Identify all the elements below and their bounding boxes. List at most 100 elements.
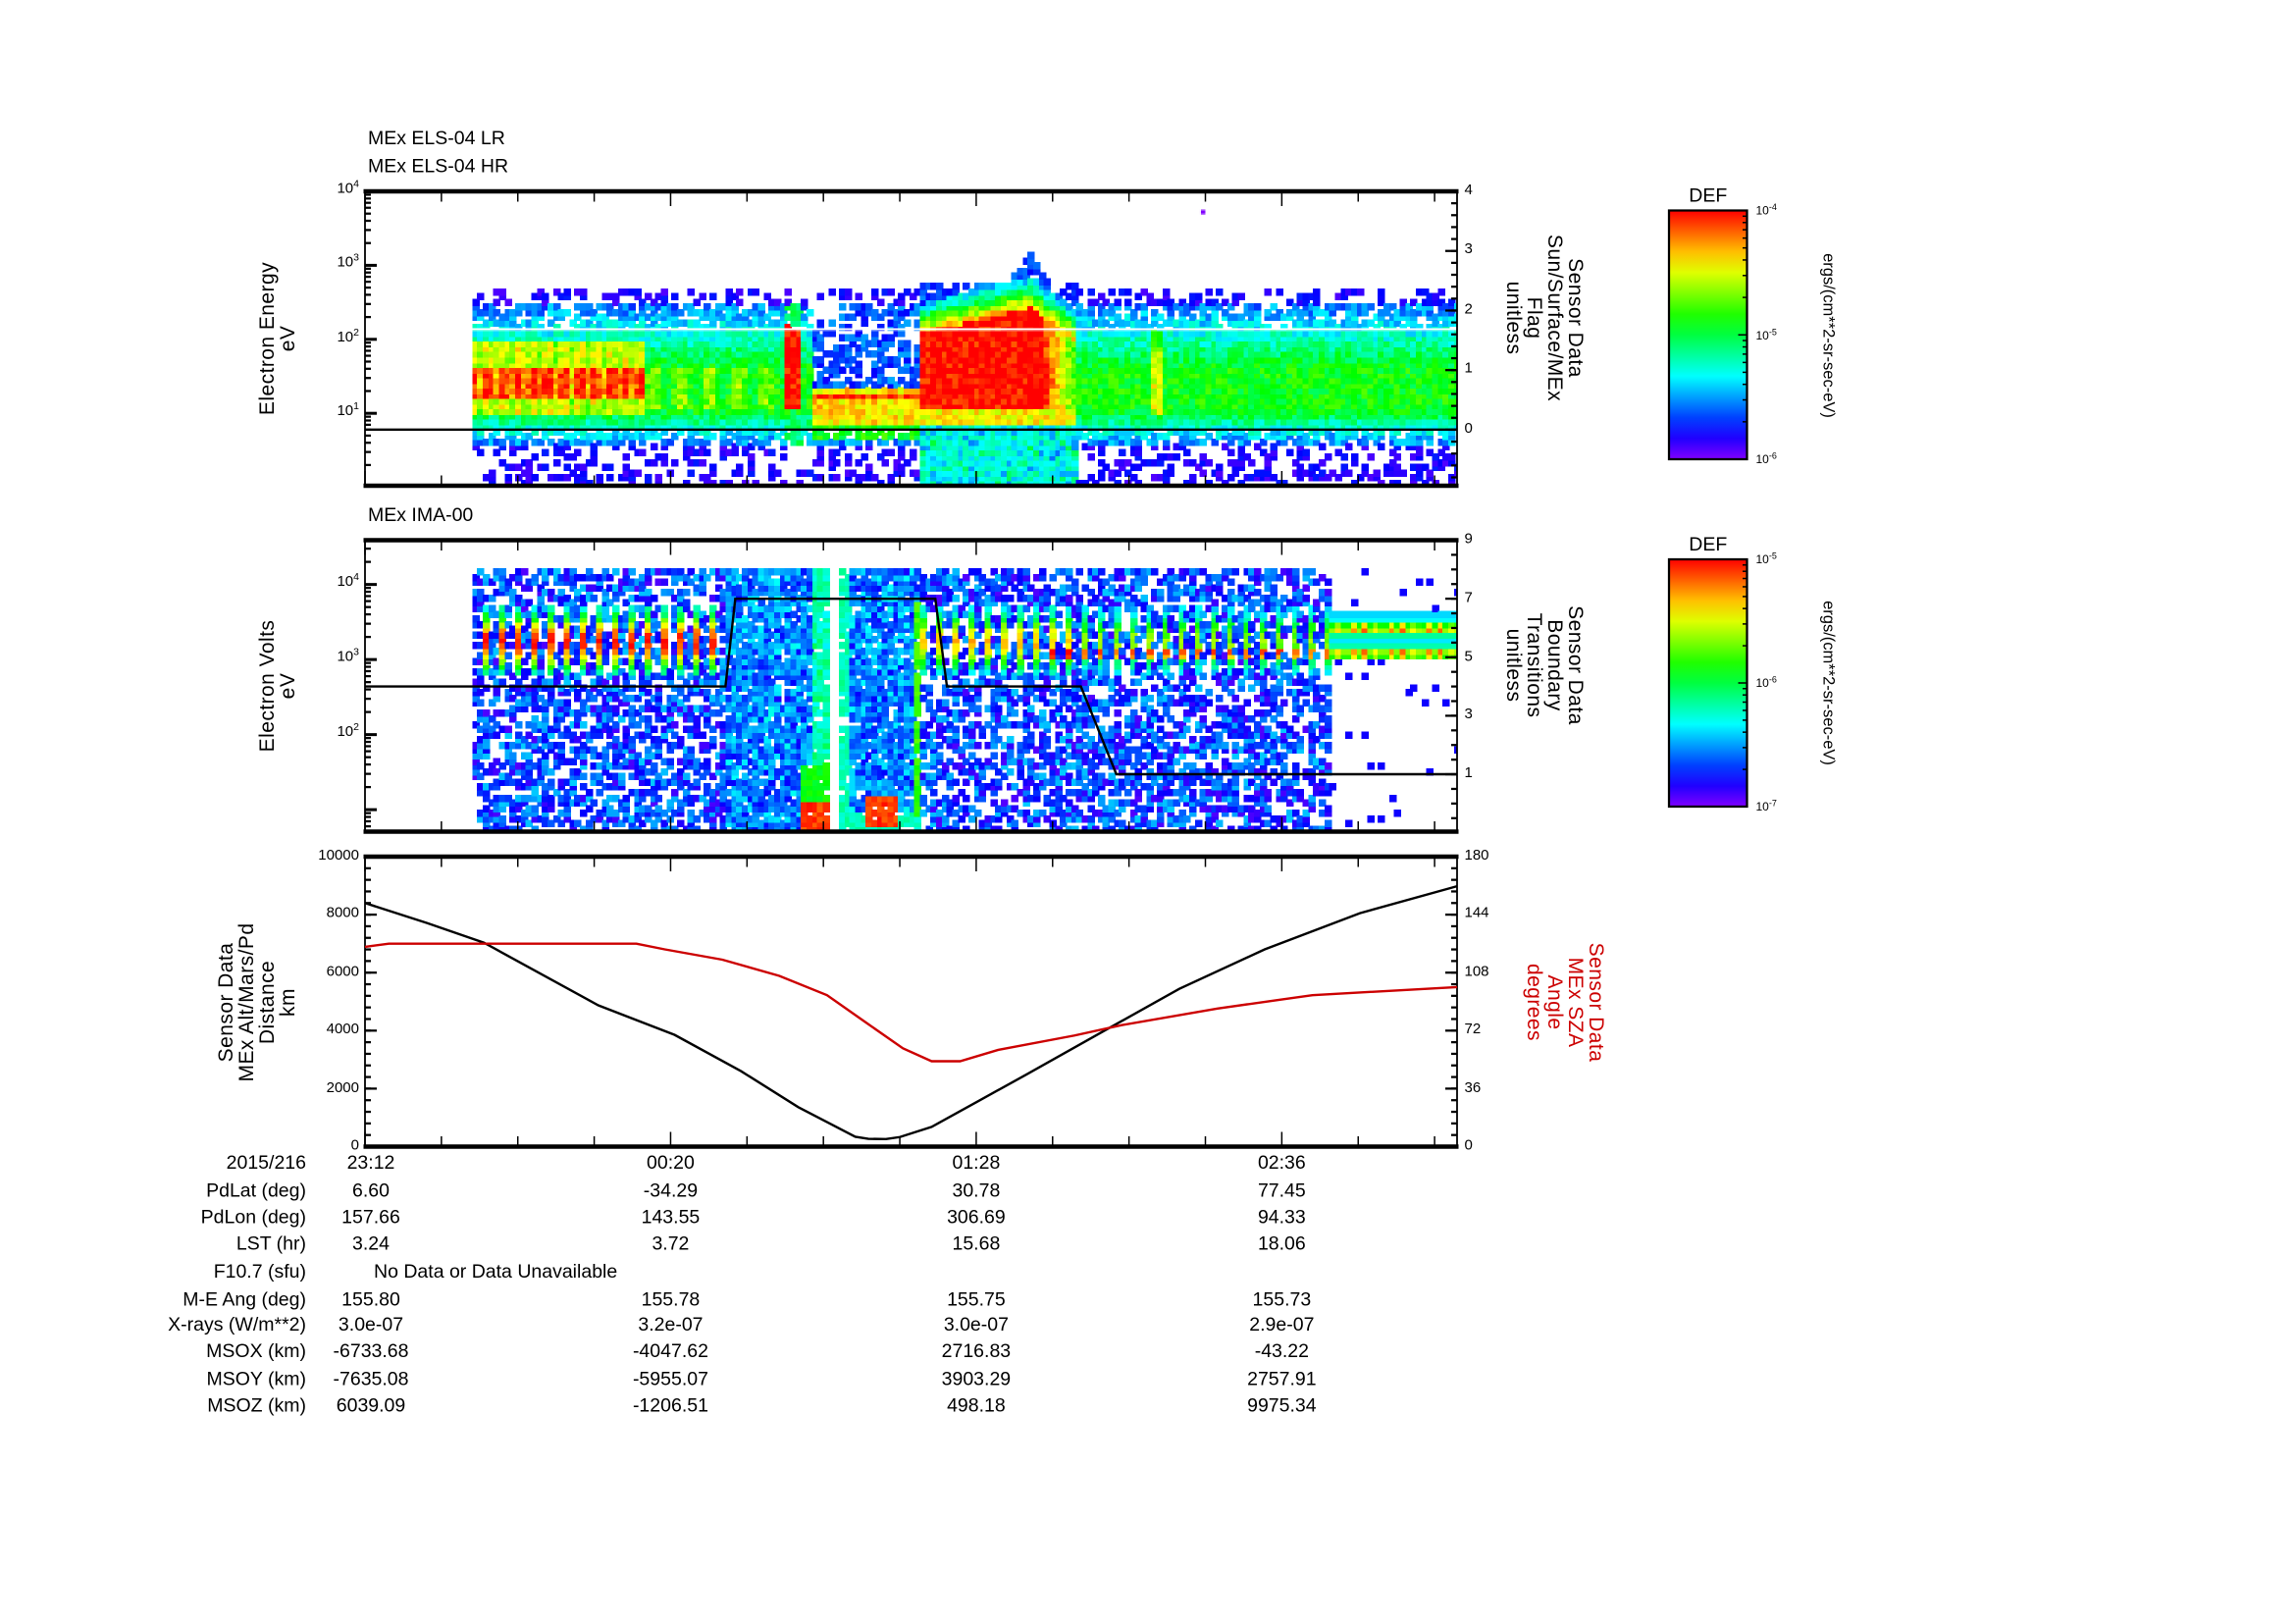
ephemeris-row-label: F10.7 (sfu) [213,1260,306,1283]
colorbar-2 [1667,557,1748,809]
tick-exponent: -6 [1768,452,1777,462]
y2-tick-label: 5 [1464,648,1473,665]
date-label: 2015/216 [226,1151,306,1174]
ephemeris-value: 3.0e-07 [943,1313,1009,1336]
tick-exponent: 1 [353,401,359,412]
colorbar-tick-label: 10-5 [1756,552,1777,566]
ephemeris-value: 155.75 [947,1287,1006,1310]
y2-tick-label: 4 [1464,183,1473,199]
colorbar-tick-label: 10-6 [1756,452,1777,466]
ephemeris-row-label: PdLat (deg) [206,1179,306,1201]
tick-exponent: 3 [353,253,359,264]
y-tick-label: 4000 [326,1022,359,1038]
y-axis-label: Electron Energy eV [255,262,299,415]
tick-base: 10 [1755,800,1769,813]
y2-tick-label: 3 [1464,241,1473,259]
tick-exponent: -5 [1768,328,1777,338]
ephemeris-value: 3.72 [652,1231,690,1254]
axis-label-line: unitless [1502,628,1527,703]
tick-exponent: -4 [1768,203,1777,213]
axis-label-line: MEx Alt/Mars/Pd [234,921,258,1081]
y-tick-label: 2000 [326,1079,359,1096]
panel-title: MEx ELS-04 LR [368,127,505,149]
ephemeris-value: 6.60 [352,1179,390,1201]
electron-spectrogram [365,191,1457,486]
y2-tick-label: 3 [1464,707,1473,723]
colorbar-units: ergs/(cm**2-sr-sec-eV) [1819,601,1837,765]
y-tick-label: 102 [337,328,359,345]
y2-tick-label: 1 [1464,361,1473,378]
ephemeris-row-label: MSOY (km) [206,1367,306,1389]
axis-label-line: unitless [1502,281,1527,355]
axis-label-line: degrees [1523,963,1547,1041]
ephemeris-value: -34.29 [643,1179,699,1201]
axis-label-line: Transitions [1523,612,1547,718]
ephemeris-value: 155.78 [641,1287,701,1310]
y2-tick-label: 72 [1464,1022,1482,1038]
axis-label-line: MEx SZA [1564,956,1589,1047]
tick-base: 10 [1755,552,1769,566]
colorbar-title: DEF [1689,183,1728,206]
sza-line [364,942,1458,1063]
tick-base: 10 [337,574,354,591]
ephemeris-value: 77.45 [1257,1179,1306,1201]
axis-label-line: Flag [1523,296,1547,340]
colorbar-tick-label: 10-7 [1756,800,1777,813]
tick-exponent: 2 [353,722,359,734]
y2-tick-label: 180 [1464,848,1489,864]
y-tick-label: 10000 [318,848,359,864]
y-tick-label: 104 [337,180,359,197]
ephemeris-value: 18.06 [1257,1231,1306,1254]
ephemeris-value: -1206.51 [632,1393,708,1416]
ephemeris-value: 6039.09 [336,1393,406,1416]
ephemeris-value: 3.2e-07 [638,1313,704,1336]
colorbar-title: DEF [1689,533,1728,555]
colorbar-1 [1667,209,1748,461]
tick-exponent: -7 [1768,800,1777,810]
ephemeris-note: No Data or Data Unavailable [374,1260,618,1283]
colorbar-tick-label: 10-5 [1756,329,1777,342]
y-tick-label: 8000 [326,906,359,922]
y2-axis-label: Sensor Data MEx SZA Angle degrees [1523,942,1609,1062]
axis-label-line: Electron Volts [254,619,279,753]
y-tick-label: 0 [350,1137,359,1154]
ephemeris-row-label: X-rays (W/m**2) [168,1313,306,1336]
ephemeris-value: 306.69 [947,1205,1006,1228]
y2-tick-label: 0 [1464,420,1473,438]
axis-label-line: Sun/Surface/MEx [1543,234,1568,402]
panel-3-axes [363,854,1459,1149]
y2-tick-label: 144 [1464,906,1489,922]
y2-tick-label: 9 [1464,531,1473,548]
tick-base: 10 [337,329,354,345]
y-tick-label: 6000 [326,964,359,980]
tick-base: 10 [337,724,354,741]
ephemeris-value: 2757.91 [1247,1367,1317,1389]
plot-frame [364,856,1458,1148]
tick-exponent: -5 [1768,552,1777,562]
ephemeris-value: 94.33 [1257,1205,1306,1228]
ephemeris-value: 9975.34 [1247,1393,1317,1416]
tick-base: 10 [1755,676,1769,690]
ephemeris-row-label: MSOZ (km) [207,1393,306,1416]
y2-tick-label: 0 [1464,1137,1473,1154]
ephemeris-value: 2716.83 [941,1339,1012,1362]
y-tick-label: 103 [337,648,359,665]
y2-tick-label: 108 [1464,964,1489,980]
tick-exponent: 4 [353,180,359,190]
y-tick-label: 102 [337,722,359,741]
tick-base: 10 [337,254,354,272]
plot-frame [364,190,1458,487]
time-tick-label: 01:28 [952,1151,1001,1174]
ephemeris-value: 3.0e-07 [338,1313,404,1336]
ephemeris-value: 155.73 [1252,1287,1312,1310]
ephemeris-value: 3903.29 [941,1367,1012,1389]
panel-title: MEx IMA-00 [368,502,474,525]
colorbar-gradient [1667,209,1748,461]
ephemeris-value: 3.24 [352,1231,390,1254]
ephemeris-value: 30.78 [952,1179,1001,1201]
ephemeris-row-label: PdLon (deg) [200,1205,306,1228]
ephemeris-value: 498.18 [947,1393,1006,1416]
colorbar-gradient [1667,557,1748,809]
tick-exponent: 3 [353,648,359,658]
